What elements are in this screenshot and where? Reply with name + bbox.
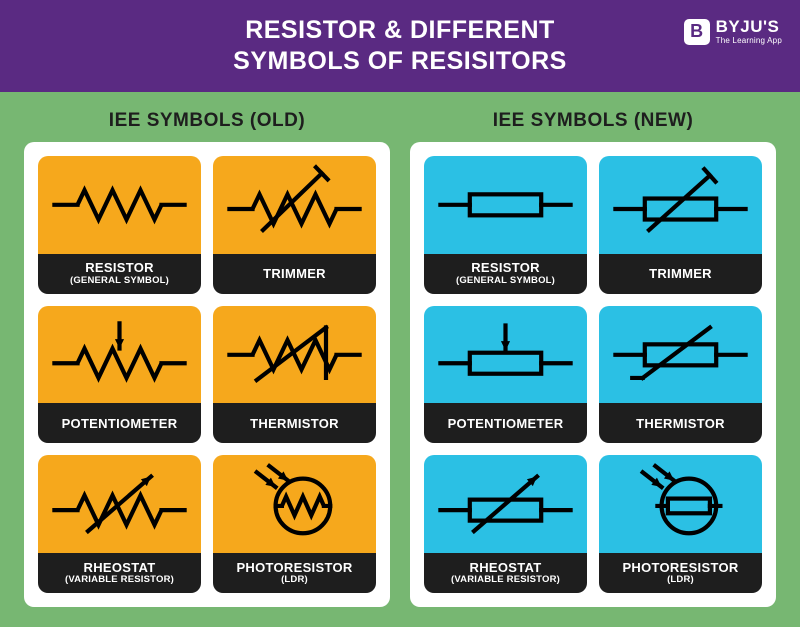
card-label-main-trimmer: TRIMMER xyxy=(263,267,326,281)
resistor-new-symbol-icon xyxy=(424,156,587,254)
card-old-potentiometer: POTENTIOMETER xyxy=(38,306,201,444)
card-label-sub-rheostat: (VARIABLE RESISTOR) xyxy=(451,575,560,585)
column-new: IEE SYMBOLS (NEW) RESISTOR(GENERAL SYMBO… xyxy=(410,104,776,607)
panel-new: RESISTOR(GENERAL SYMBOL) TRIMMER POTENTIOM… xyxy=(410,142,776,607)
potentiometer-old-symbol-icon xyxy=(38,306,201,404)
card-label-main-rheostat: RHEOSTAT xyxy=(470,561,542,575)
card-new-potentiometer: POTENTIOMETER xyxy=(424,306,587,444)
page-title: RESISTOR & DIFFERENT SYMBOLS OF RESISITO… xyxy=(233,15,567,78)
column-old-title: IEE SYMBOLS (OLD) xyxy=(24,104,390,142)
card-label-main-potentiometer: POTENTIOMETER xyxy=(62,417,178,431)
potentiometer-new-symbol-icon xyxy=(424,306,587,404)
card-label-sub-photoresistor: (LDR) xyxy=(667,575,694,585)
photoresistor-old-symbol-icon xyxy=(213,455,376,553)
card-new-photoresistor: PHOTORESISTOR(LDR) xyxy=(599,455,762,593)
card-label-thermistor: THERMISTOR xyxy=(599,403,762,443)
card-label-rheostat: RHEOSTAT(VARIABLE RESISTOR) xyxy=(424,553,587,593)
thermistor-old-symbol-icon xyxy=(213,306,376,404)
brand-name: BYJU'S xyxy=(716,18,782,35)
rheostat-old-symbol-icon xyxy=(38,455,201,553)
card-label-trimmer: TRIMMER xyxy=(599,254,762,294)
card-label-main-rheostat: RHEOSTAT xyxy=(84,561,156,575)
card-label-rheostat: RHEOSTAT(VARIABLE RESISTOR) xyxy=(38,553,201,593)
card-new-rheostat: RHEOSTAT(VARIABLE RESISTOR) xyxy=(424,455,587,593)
card-old-trimmer: TRIMMER xyxy=(213,156,376,294)
card-label-potentiometer: POTENTIOMETER xyxy=(424,403,587,443)
column-old: IEE SYMBOLS (OLD) RESISTOR(GENERAL SYMBO… xyxy=(24,104,390,607)
card-label-sub-photoresistor: (LDR) xyxy=(281,575,308,585)
column-new-title: IEE SYMBOLS (NEW) xyxy=(410,104,776,142)
card-label-sub-resistor: (GENERAL SYMBOL) xyxy=(456,276,555,286)
card-old-thermistor: THERMISTOR xyxy=(213,306,376,444)
card-label-resistor: RESISTOR(GENERAL SYMBOL) xyxy=(38,254,201,294)
photoresistor-new-symbol-icon xyxy=(599,455,762,553)
body: IEE SYMBOLS (OLD) RESISTOR(GENERAL SYMBO… xyxy=(0,92,800,627)
brand: B BYJU'S The Learning App xyxy=(684,18,782,45)
card-label-main-photoresistor: PHOTORESISTOR xyxy=(236,561,352,575)
card-label-main-resistor: RESISTOR xyxy=(471,261,540,275)
trimmer-new-symbol-icon xyxy=(599,156,762,254)
card-new-trimmer: TRIMMER xyxy=(599,156,762,294)
panel-old: RESISTOR(GENERAL SYMBOL) TRIMMER POTENTIOM… xyxy=(24,142,390,607)
card-label-trimmer: TRIMMER xyxy=(213,254,376,294)
card-label-main-thermistor: THERMISTOR xyxy=(636,417,725,431)
card-label-main-photoresistor: PHOTORESISTOR xyxy=(622,561,738,575)
card-label-sub-rheostat: (VARIABLE RESISTOR) xyxy=(65,575,174,585)
card-old-resistor: RESISTOR(GENERAL SYMBOL) xyxy=(38,156,201,294)
card-label-photoresistor: PHOTORESISTOR(LDR) xyxy=(213,553,376,593)
card-label-potentiometer: POTENTIOMETER xyxy=(38,403,201,443)
card-label-thermistor: THERMISTOR xyxy=(213,403,376,443)
page: RESISTOR & DIFFERENT SYMBOLS OF RESISITO… xyxy=(0,0,800,627)
card-label-sub-resistor: (GENERAL SYMBOL) xyxy=(70,276,169,286)
card-label-resistor: RESISTOR(GENERAL SYMBOL) xyxy=(424,254,587,294)
brand-badge-icon: B xyxy=(684,19,710,45)
card-old-rheostat: RHEOSTAT(VARIABLE RESISTOR) xyxy=(38,455,201,593)
rheostat-new-symbol-icon xyxy=(424,455,587,553)
thermistor-new-symbol-icon xyxy=(599,306,762,404)
card-new-resistor: RESISTOR(GENERAL SYMBOL) xyxy=(424,156,587,294)
card-label-photoresistor: PHOTORESISTOR(LDR) xyxy=(599,553,762,593)
card-label-main-thermistor: THERMISTOR xyxy=(250,417,339,431)
resistor-old-symbol-icon xyxy=(38,156,201,254)
brand-tagline: The Learning App xyxy=(716,37,782,45)
card-new-thermistor: THERMISTOR xyxy=(599,306,762,444)
card-old-photoresistor: PHOTORESISTOR(LDR) xyxy=(213,455,376,593)
card-label-main-resistor: RESISTOR xyxy=(85,261,154,275)
card-label-main-trimmer: TRIMMER xyxy=(649,267,712,281)
header: RESISTOR & DIFFERENT SYMBOLS OF RESISITO… xyxy=(0,0,800,92)
card-label-main-potentiometer: POTENTIOMETER xyxy=(448,417,564,431)
trimmer-old-symbol-icon xyxy=(213,156,376,254)
